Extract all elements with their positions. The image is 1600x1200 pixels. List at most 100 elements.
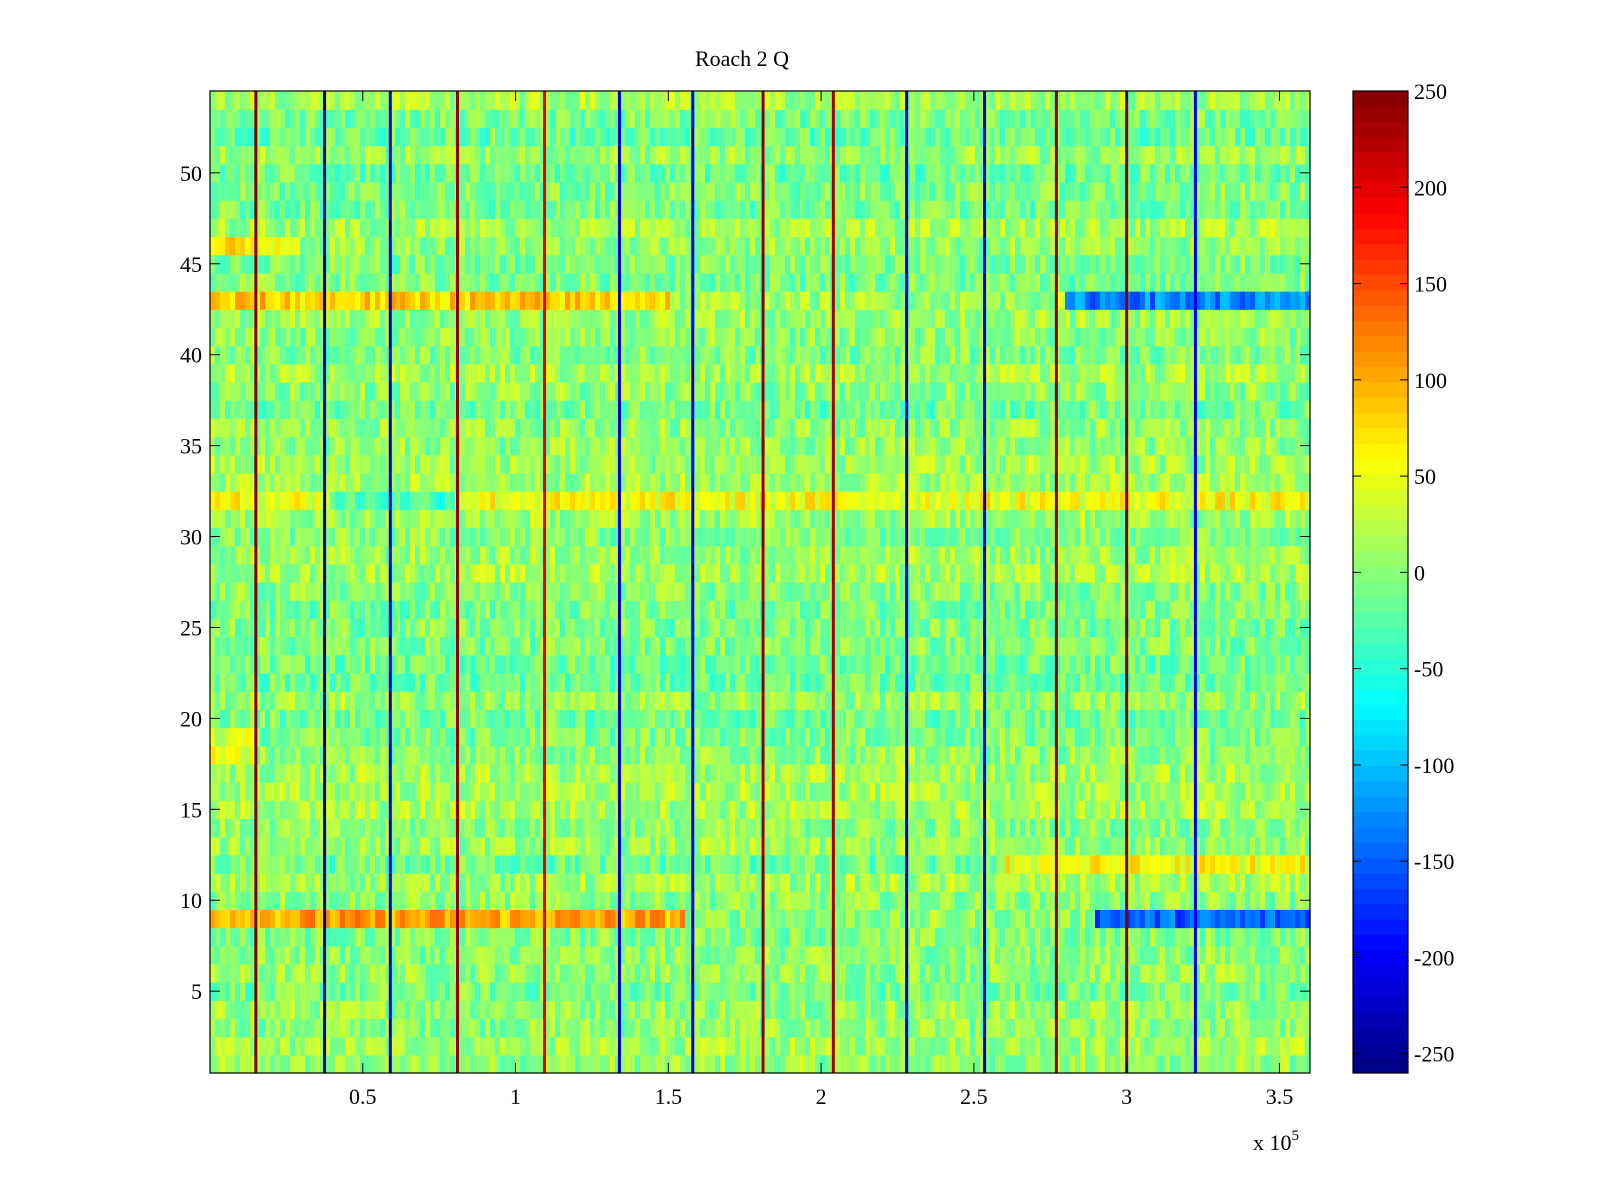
heatmap-cell <box>395 854 401 874</box>
heatmap-cell <box>1065 782 1071 801</box>
heatmap-cell <box>860 672 866 692</box>
heatmap-cell <box>940 963 946 983</box>
heatmap-cell <box>1015 836 1021 856</box>
heatmap-cell <box>875 1018 881 1038</box>
heatmap-cell <box>885 1036 891 1056</box>
heatmap-cell <box>665 709 671 729</box>
heatmap-cell <box>730 854 736 874</box>
heatmap-cell <box>740 963 746 983</box>
heatmap-cell <box>460 672 466 692</box>
heatmap-cell <box>345 727 351 747</box>
heatmap-cell <box>725 1054 731 1074</box>
heatmap-cell <box>800 782 806 801</box>
heatmap-cell <box>1240 818 1246 838</box>
heatmap-cell <box>785 945 791 965</box>
heatmap-cell <box>680 672 686 692</box>
heatmap-cell <box>500 782 506 801</box>
heatmap-cell <box>355 727 361 747</box>
heatmap-cell <box>555 891 561 910</box>
heatmap-cell <box>930 709 936 729</box>
heatmap-cell <box>525 836 531 856</box>
heatmap-cell <box>1180 945 1186 965</box>
heatmap-cell <box>935 782 941 801</box>
heatmap-cell <box>640 782 646 801</box>
heatmap-cell <box>355 800 361 820</box>
heatmap-cell <box>550 727 556 747</box>
heatmap-cell <box>1110 872 1116 892</box>
heatmap-cell <box>865 854 871 874</box>
heatmap-cell <box>1245 782 1251 801</box>
heatmap-cell <box>650 745 656 765</box>
heatmap-cell <box>665 963 671 983</box>
heatmap-cell <box>965 872 971 892</box>
heatmap-cell <box>650 1054 656 1074</box>
heatmap-cell <box>670 872 676 892</box>
heatmap-cell <box>925 836 931 856</box>
heatmap-cell <box>490 691 496 710</box>
heatmap-cell <box>730 691 736 710</box>
heatmap-cell <box>590 945 596 965</box>
heatmap-cell <box>1175 672 1181 692</box>
heatmap-cell <box>895 836 901 856</box>
heatmap-cell <box>695 891 701 910</box>
heatmap-cell <box>985 745 991 765</box>
heatmap-cell <box>655 691 661 710</box>
heatmap-cell <box>585 1018 591 1038</box>
heatmap-cell <box>1065 800 1071 820</box>
heatmap-cell <box>950 672 956 692</box>
heatmap-cell <box>1240 927 1246 947</box>
heatmap-cell <box>245 691 251 710</box>
heatmap-cell <box>1150 872 1156 892</box>
heatmap-cell <box>275 854 281 874</box>
heatmap-cell <box>320 1018 326 1038</box>
heatmap-cell <box>1010 818 1016 838</box>
heatmap-cell <box>505 1036 511 1056</box>
heatmap-cell <box>1040 745 1046 765</box>
heatmap-cell <box>320 1054 326 1074</box>
heatmap-cell <box>295 982 301 1001</box>
heatmap-cell <box>845 891 851 910</box>
heatmap-cell <box>755 818 761 838</box>
heatmap-cell <box>375 927 381 947</box>
heatmap-cell <box>1300 963 1306 983</box>
heatmap-cell <box>675 745 681 765</box>
heatmap-cell <box>380 891 386 910</box>
heatmap-cell <box>740 709 746 729</box>
heatmap-cell <box>395 836 401 856</box>
heatmap-cell <box>555 654 561 674</box>
heatmap-cell <box>1110 782 1116 801</box>
heatmap-cell <box>710 709 716 729</box>
heatmap-cell <box>1305 782 1311 801</box>
heatmap-cell <box>1185 909 1191 929</box>
heatmap-cell <box>880 654 886 674</box>
heatmap-cell <box>1040 1018 1046 1038</box>
heatmap-cell <box>1175 854 1181 874</box>
heatmap-cell <box>880 872 886 892</box>
heatmap-cell <box>540 818 546 838</box>
heatmap-cell <box>1000 818 1006 838</box>
heatmap-cell <box>1030 818 1036 838</box>
heatmap-cell <box>410 1054 416 1074</box>
heatmap-cell <box>865 891 871 910</box>
heatmap-cell <box>450 1036 456 1056</box>
heatmap-cell <box>1130 672 1136 692</box>
heatmap-cell <box>660 1036 666 1056</box>
heatmap-cell <box>1050 1018 1056 1038</box>
heatmap-cell <box>295 909 301 929</box>
heatmap-cell <box>1205 945 1211 965</box>
heatmap-cell <box>885 891 891 910</box>
heatmap-cell <box>920 672 926 692</box>
heatmap-cell <box>915 745 921 765</box>
heatmap-cell <box>1120 854 1126 874</box>
heatmap-cell <box>280 672 286 692</box>
heatmap-cell <box>925 782 931 801</box>
heatmap-cell <box>525 982 531 1001</box>
heatmap-cell <box>305 1036 311 1056</box>
heatmap-cell <box>440 945 446 965</box>
heatmap-cell <box>360 672 366 692</box>
heatmap-cell <box>255 1000 261 1020</box>
heatmap-cell <box>680 745 686 765</box>
heatmap-cell <box>635 691 641 710</box>
heatmap-cell <box>795 763 801 783</box>
heatmap-cell <box>1280 836 1286 856</box>
